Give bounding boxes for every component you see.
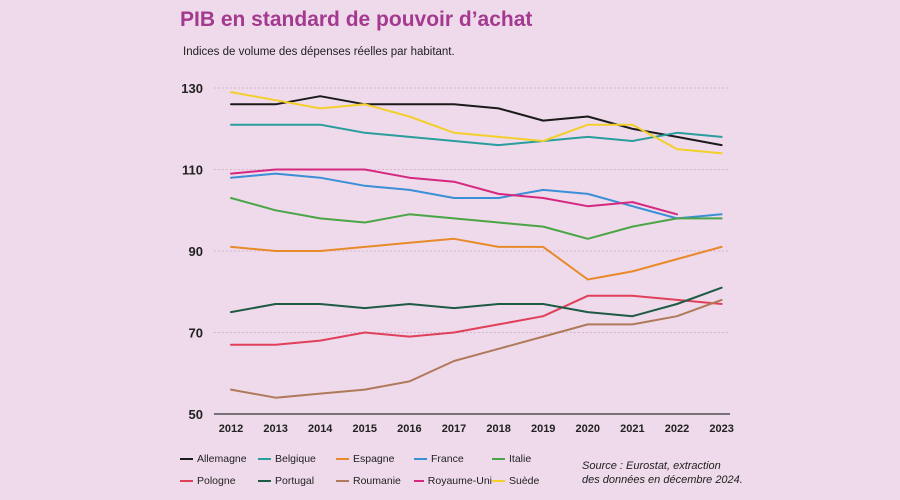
y-tick-label: 110 bbox=[182, 163, 203, 178]
series-line-allemagne bbox=[230, 95, 723, 147]
legend: Allemagne Belgique Espagne France Italie Polo… bbox=[180, 453, 570, 487]
series-line-italie bbox=[230, 197, 723, 240]
legend-label: Belgique bbox=[275, 453, 316, 465]
series-line-portugal bbox=[230, 286, 723, 318]
series-line-france bbox=[230, 172, 723, 220]
x-tick-label: 2019 bbox=[531, 423, 555, 435]
series-line-royaume-uni bbox=[230, 168, 678, 216]
legend-item-pologne: Pologne bbox=[180, 475, 258, 487]
legend-label: Royaume-Uni bbox=[427, 475, 492, 487]
legend-item-roumanie: Roumanie bbox=[336, 475, 414, 487]
legend-swatch bbox=[258, 480, 271, 482]
x-tick-label: 2020 bbox=[576, 423, 600, 435]
legend-label: Espagne bbox=[353, 453, 395, 465]
legend-item-royaume-uni: Royaume-Uni bbox=[414, 475, 492, 487]
legend-swatch bbox=[336, 458, 349, 460]
source-note: Source : Eurostat, extraction des donnée… bbox=[582, 459, 743, 487]
series-line-su-de bbox=[230, 91, 723, 155]
x-tick-label: 2023 bbox=[709, 423, 733, 435]
y-tick-label: 50 bbox=[189, 407, 203, 422]
legend-label: Roumanie bbox=[353, 475, 401, 487]
series-line-pologne bbox=[230, 294, 723, 346]
series-line-belgique bbox=[230, 123, 723, 147]
legend-item-allemagne: Allemagne bbox=[180, 453, 258, 465]
legend-label: Pologne bbox=[197, 475, 236, 487]
chart-subtitle: Indices de volume des dépenses réelles p… bbox=[183, 46, 455, 58]
legend-swatch bbox=[492, 458, 505, 460]
x-tick-label: 2012 bbox=[219, 423, 243, 435]
y-tick-label: 90 bbox=[189, 244, 203, 259]
legend-item-espagne: Espagne bbox=[336, 453, 414, 465]
y-tick-label: 70 bbox=[189, 326, 203, 341]
legend-swatch bbox=[492, 480, 505, 482]
legend-swatch bbox=[414, 458, 427, 460]
legend-swatch bbox=[258, 458, 271, 460]
legend-item-portugal: Portugal bbox=[258, 475, 336, 487]
x-tick-label: 2016 bbox=[397, 423, 421, 435]
legend-swatch bbox=[180, 480, 193, 482]
legend-swatch bbox=[414, 480, 424, 482]
x-tick-label: 2013 bbox=[263, 423, 287, 435]
legend-item-france: France bbox=[414, 453, 492, 465]
legend-swatch bbox=[336, 480, 349, 482]
source-line-2: des données en décembre 2024. bbox=[582, 474, 743, 486]
legend-item-italie: Italie bbox=[492, 453, 570, 465]
source-line-1: Source : Eurostat, extraction bbox=[582, 460, 721, 472]
x-tick-label: 2017 bbox=[442, 423, 466, 435]
legend-item-belgique: Belgique bbox=[258, 453, 336, 465]
x-tick-label: 2018 bbox=[486, 423, 510, 435]
legend-label: Italie bbox=[509, 453, 532, 465]
series-line-espagne bbox=[230, 237, 723, 281]
legend-label: France bbox=[431, 453, 464, 465]
x-tick-label: 2022 bbox=[665, 423, 689, 435]
series-line-roumanie bbox=[230, 298, 723, 399]
legend-item-su-de: Suède bbox=[492, 475, 570, 487]
legend-label: Suède bbox=[509, 475, 540, 487]
legend-label: Allemagne bbox=[197, 453, 247, 465]
x-tick-label: 2015 bbox=[353, 423, 377, 435]
y-tick-label: 130 bbox=[181, 81, 203, 96]
x-tick-label: 2014 bbox=[308, 423, 333, 435]
x-tick-label: 2021 bbox=[620, 423, 644, 435]
legend-swatch bbox=[180, 458, 193, 460]
chart-title: PIB en standard de pouvoir d’achat bbox=[180, 8, 533, 31]
legend-label: Portugal bbox=[275, 475, 315, 487]
